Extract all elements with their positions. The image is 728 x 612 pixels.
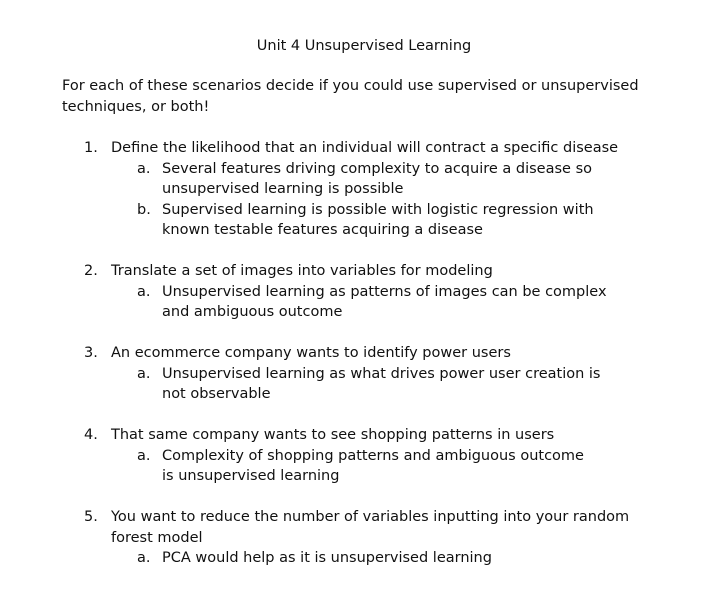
question-number: 4. [84, 427, 98, 443]
answer-item: a. Unsupervised learning as what drives … [84, 364, 684, 405]
question-text: Translate a set of images into variables… [111, 263, 493, 279]
answer-item: a. PCA would help as it is unsupervised … [84, 548, 684, 569]
question-number: 3. [84, 345, 98, 361]
answer-letter: a. [137, 160, 151, 177]
intro-paragraph: For each of these scenarios decide if yo… [62, 78, 639, 115]
question-number: 1. [84, 140, 98, 156]
question-text: Define the likelihood that an individual… [111, 140, 619, 156]
answer-text: Unsupervised learning as patterns of ima… [162, 283, 607, 321]
answer-letter: b. [137, 201, 151, 218]
answer-text: Supervised learning is possible with log… [162, 201, 594, 239]
question-text: That same company wants to see shopping … [111, 427, 555, 443]
question-4: 4. That same company wants to see shoppi… [84, 425, 684, 487]
answer-item: a. Unsupervised learning as patterns of … [84, 282, 684, 323]
answer-text: Unsupervised learning as what drives pow… [162, 365, 601, 403]
question-number: 5. [84, 509, 98, 525]
question-number: 2. [84, 263, 98, 279]
question-1: 1. Define the likelihood that an individ… [84, 138, 684, 241]
answer-text: PCA would help as it is unsupervised lea… [162, 550, 492, 566]
answer-letter: a. [137, 550, 151, 566]
answer-text: Several features driving complexity to a… [162, 160, 593, 198]
answer-item: a. Complexity of shopping patterns and a… [84, 446, 684, 487]
question-text: An ecommerce company wants to identify p… [111, 345, 511, 361]
answer-letter: a. [137, 365, 151, 382]
question-5: 5. You want to reduce the number of vari… [84, 507, 684, 569]
question-3: 3. An ecommerce company wants to identif… [84, 343, 684, 405]
question-2: 2. Translate a set of images into variab… [84, 261, 684, 323]
answer-text: Complexity of shopping patterns and ambi… [162, 447, 584, 485]
answer-letter: a. [137, 283, 151, 300]
page-title: Unit 4 Unsupervised Learning [256, 38, 472, 54]
answer-letter: a. [137, 447, 151, 464]
question-text: You want to reduce the number of variabl… [111, 509, 630, 546]
answer-item: b. Supervised learning is possible with … [84, 200, 684, 241]
answer-item: a. Several features driving complexity t… [84, 159, 684, 200]
